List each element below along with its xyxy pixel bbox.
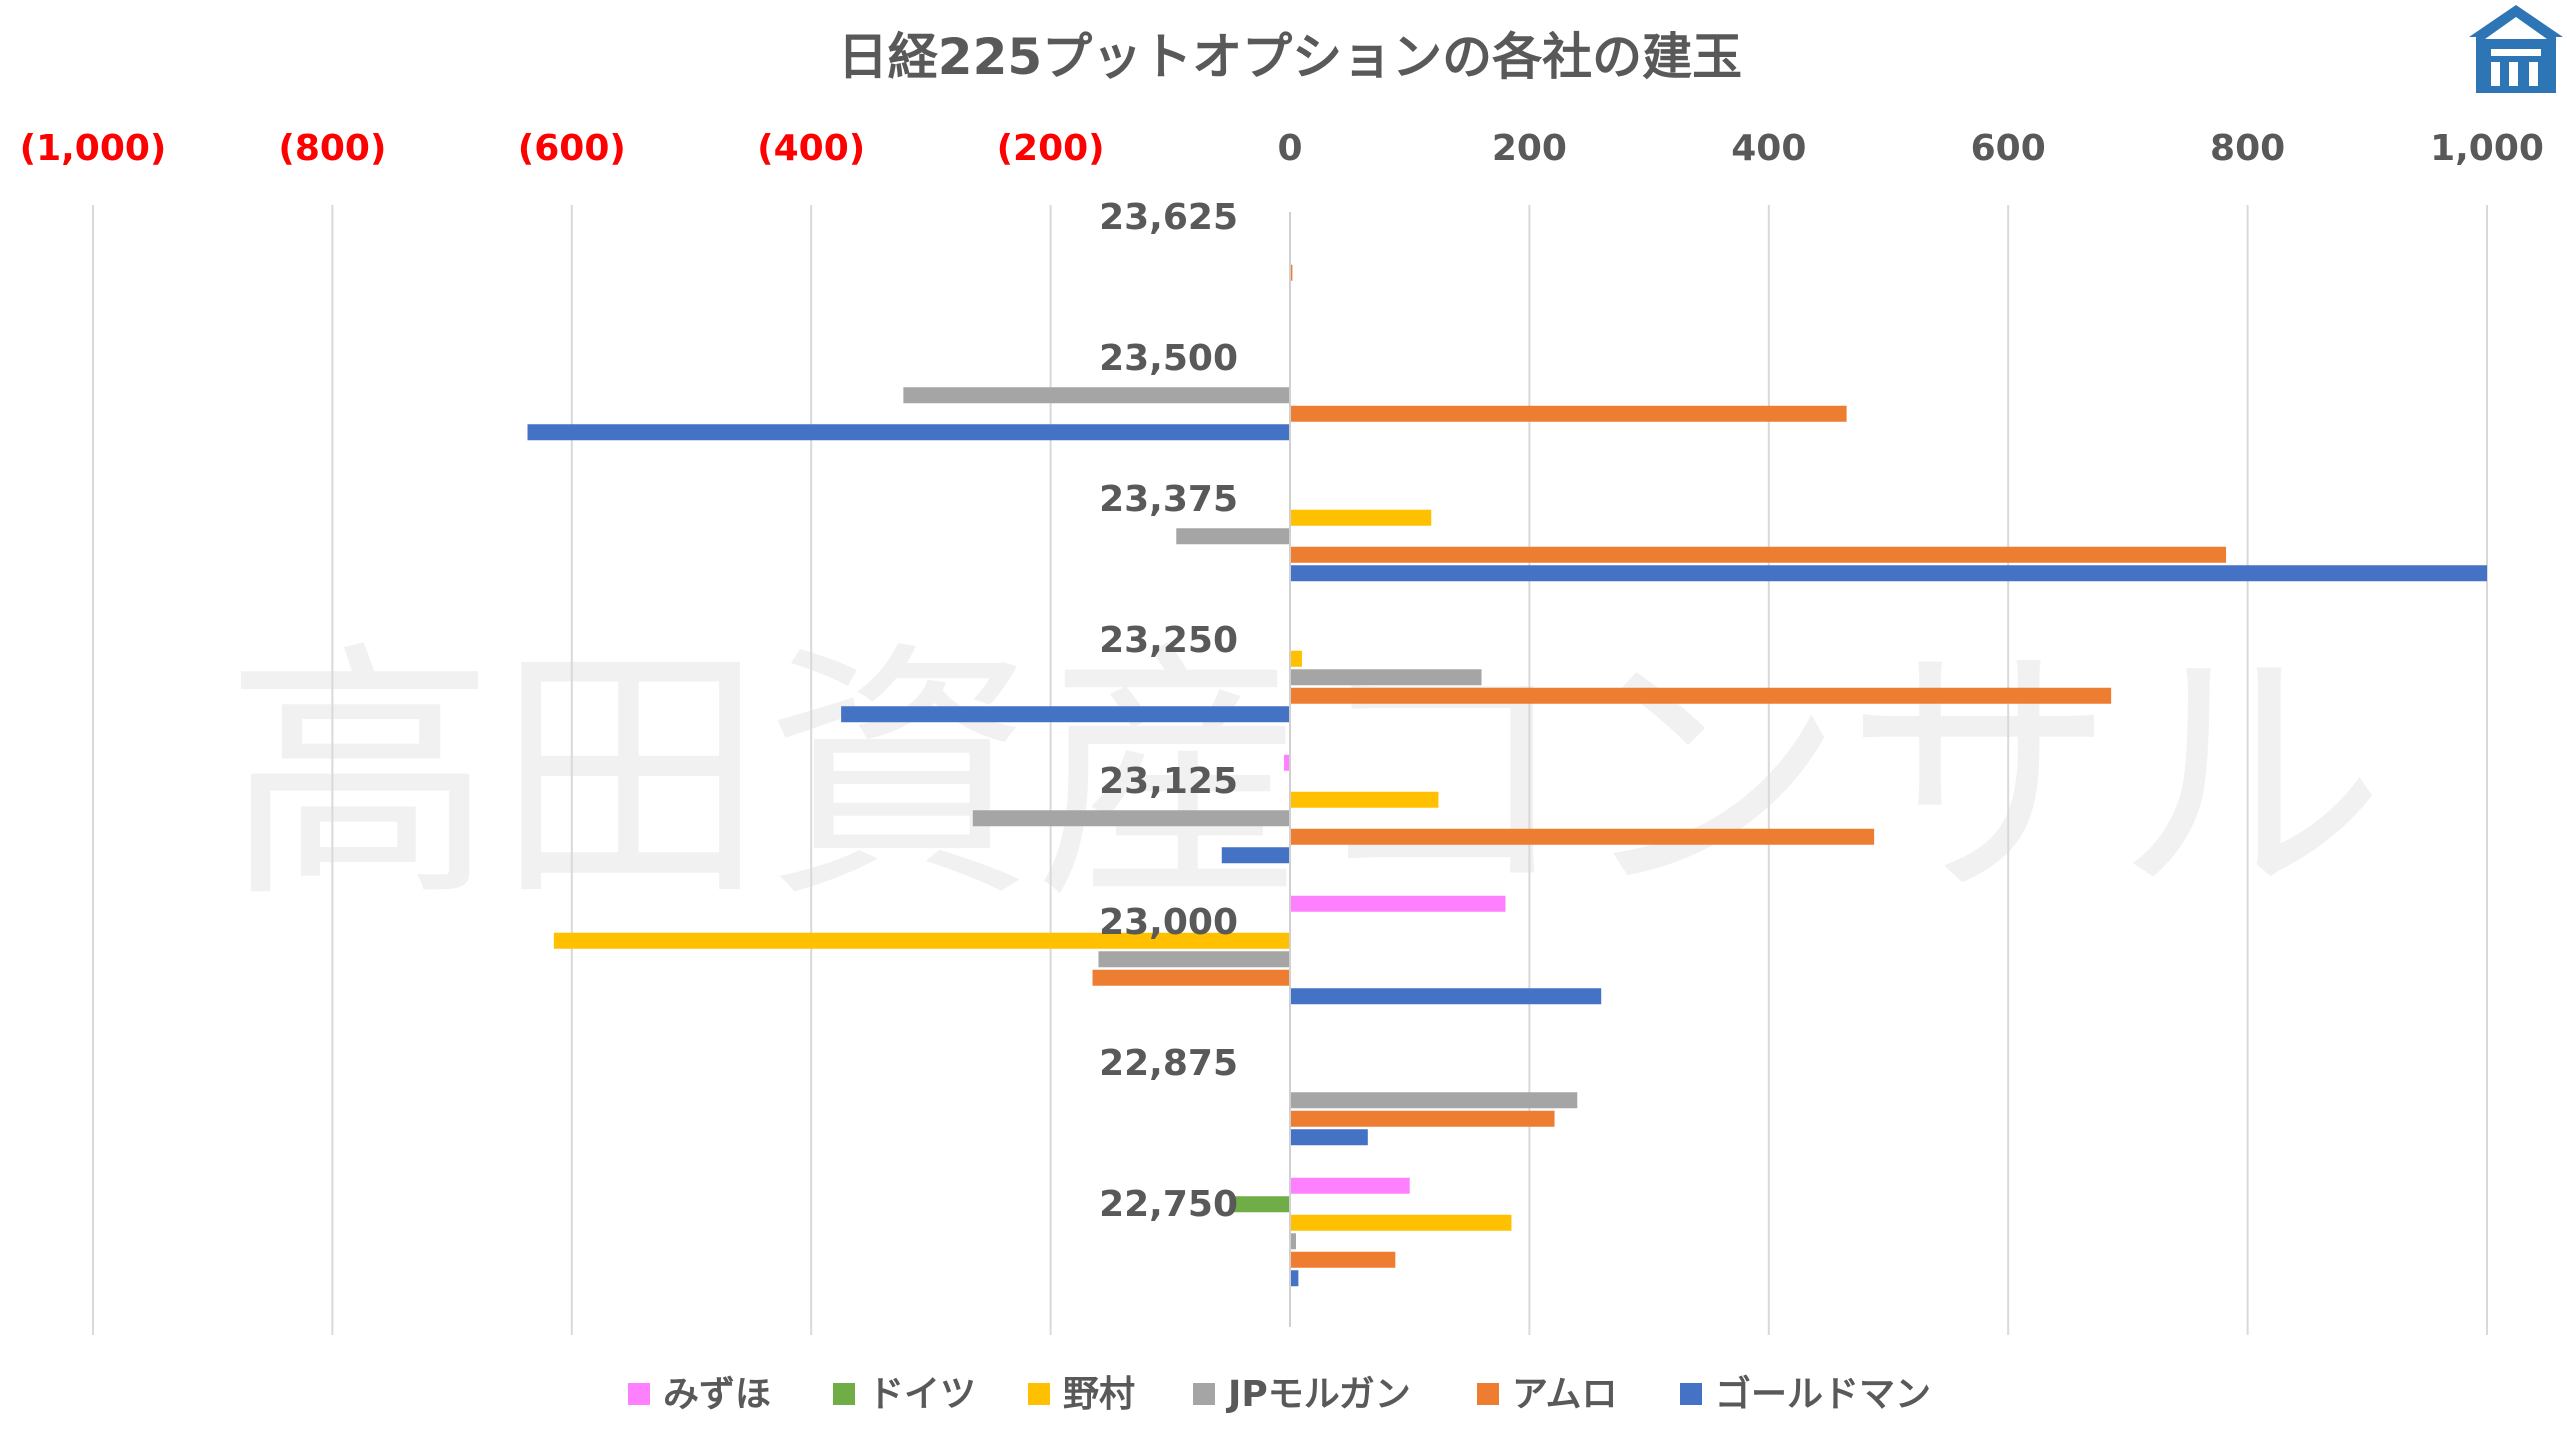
bar xyxy=(1176,528,1290,545)
bar xyxy=(1290,1251,1396,1268)
bar xyxy=(1290,650,1302,667)
bar xyxy=(1290,828,1875,845)
legend-item: 野村 xyxy=(1028,1374,1135,1415)
bar xyxy=(1290,565,2487,582)
y-category-label: 22,750 xyxy=(1099,1184,1238,1225)
x-axis-ticks: (1,000) (800) (600) (400) (200) 0 200 400 600 800… xyxy=(20,128,2544,169)
bar xyxy=(1221,847,1290,864)
chart-title: 日経225プットオプションの各社の建玉 xyxy=(838,28,1742,86)
bar xyxy=(1290,1233,1296,1250)
legend-swatch xyxy=(1028,1383,1050,1405)
bar xyxy=(1290,1110,1555,1127)
x-tick-label: 1,000 xyxy=(2430,128,2544,169)
legend-item: JPモルガン xyxy=(1193,1374,1411,1415)
y-category-label: 22,875 xyxy=(1099,1043,1238,1084)
company-logo xyxy=(2469,5,2563,93)
legend-label: ゴールドマン xyxy=(1715,1373,1931,1415)
x-tick-label: 200 xyxy=(1492,128,1567,169)
bar xyxy=(1290,405,1847,422)
gridlines xyxy=(92,205,2488,1335)
bar xyxy=(527,424,1290,441)
bar xyxy=(1284,754,1290,771)
bar xyxy=(903,387,1290,404)
bar xyxy=(1290,791,1439,808)
bar xyxy=(553,932,1290,949)
bar xyxy=(1290,546,2227,563)
legend-item: ドイツ xyxy=(833,1374,976,1415)
x-tick-label: 800 xyxy=(2210,128,2285,169)
bar xyxy=(1290,988,1602,1005)
legend-label: ドイツ xyxy=(868,1374,976,1415)
bar xyxy=(1290,1129,1368,1146)
bar xyxy=(1290,687,2112,704)
bar xyxy=(1290,1214,1512,1231)
y-category-label: 23,500 xyxy=(1099,338,1238,379)
bar xyxy=(1230,1196,1290,1213)
bar xyxy=(1290,895,1506,912)
watermark: 高田資産コンサル xyxy=(225,619,2385,934)
x-tick-label: (800) xyxy=(278,128,386,169)
x-tick-label: (200) xyxy=(997,128,1105,169)
legend-swatch xyxy=(1680,1383,1702,1405)
y-category-label: 23,250 xyxy=(1099,620,1238,661)
legend-item: ゴールドマン xyxy=(1680,1373,1931,1415)
x-tick-label: (600) xyxy=(518,128,626,169)
y-category-label: 23,375 xyxy=(1099,479,1238,520)
bar xyxy=(1290,509,1432,526)
legend-swatch xyxy=(1193,1383,1215,1405)
legend: みずほ ドイツ 野村 JPモルガン アムロ ゴールドマン xyxy=(628,1373,1931,1415)
bars xyxy=(527,264,2487,1287)
bar xyxy=(1290,1177,1410,1194)
x-tick-label: 0 xyxy=(1277,128,1302,169)
y-category-label: 23,625 xyxy=(1099,197,1238,238)
bar xyxy=(1290,264,1293,281)
bar xyxy=(1290,1270,1299,1287)
legend-swatch xyxy=(628,1383,650,1405)
legend-swatch xyxy=(1477,1383,1499,1405)
bar xyxy=(841,706,1290,723)
bar xyxy=(1098,951,1290,968)
bar xyxy=(972,810,1290,827)
bar xyxy=(1290,669,1482,686)
bar xyxy=(1290,1092,1578,1109)
y-category-label: 23,125 xyxy=(1099,761,1238,802)
x-tick-label: (400) xyxy=(757,128,865,169)
legend-item: みずほ xyxy=(628,1374,771,1415)
category-labels: 23,625 23,500 23,375 23,250 23,125 23,000 22,8… xyxy=(1099,197,1238,1225)
x-tick-label: (1,000) xyxy=(20,128,167,169)
y-category-label: 23,000 xyxy=(1099,902,1238,943)
legend-label: アムロ xyxy=(1512,1374,1617,1415)
legend-label: 野村 xyxy=(1063,1374,1135,1415)
legend-swatch xyxy=(833,1383,855,1405)
legend-label: JPモルガン xyxy=(1225,1374,1411,1415)
legend-label: みずほ xyxy=(663,1374,771,1415)
x-tick-label: 400 xyxy=(1731,128,1806,169)
bar xyxy=(1092,969,1290,986)
x-tick-label: 600 xyxy=(1971,128,2046,169)
legend-item: アムロ xyxy=(1477,1374,1617,1415)
